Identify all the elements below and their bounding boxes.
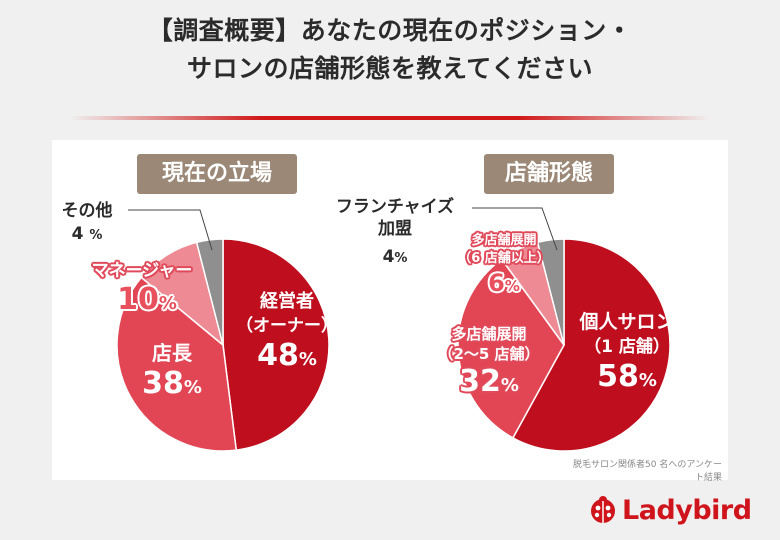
left-label-other-pct: 4 xyxy=(71,224,84,244)
left-label-owner-pct: 48 xyxy=(257,338,299,373)
brand-name: Ladybird xyxy=(622,494,752,526)
chart-card: 現在の立場 その他 4 % マネージャー 10% 店長 38% 経営者 （オーナ… xyxy=(52,140,728,483)
left-label-store-manager: 店長 38% xyxy=(117,340,227,406)
left-pie-leader-line xyxy=(128,209,213,251)
right-label-multi-6plus-pct-sign: % xyxy=(504,277,520,295)
right-label-individual-name-2: （1 店舗） xyxy=(584,337,670,357)
right-pie-slice-3 xyxy=(536,238,565,346)
right-label-individual-pct-sign: % xyxy=(638,370,657,391)
left-label-other: その他 4 % xyxy=(52,200,122,248)
left-label-owner-name-1: 経営者 xyxy=(260,291,314,312)
right-label-multi-6plus-name-2: （6 店舗以上） xyxy=(458,251,550,266)
right-label-individual: 個人サロン （1 店舗） 58% xyxy=(557,310,697,399)
left-label-owner-pct-sign: % xyxy=(298,349,317,370)
left-label-owner: 経営者 （オーナー） 48% xyxy=(222,290,352,378)
right-label-franchise-name-1: フランチャイズ xyxy=(335,197,455,217)
right-label-multi-2to5-name-2: （2〜5 店舗） xyxy=(438,345,540,363)
left-label-store-manager-pct-sign: % xyxy=(183,377,202,398)
left-pie-slice-3 xyxy=(195,238,224,346)
left-label-other-name: その他 xyxy=(61,201,113,221)
right-label-individual-name-1: 個人サロン xyxy=(579,311,675,333)
left-label-store-manager-name: 店長 xyxy=(152,341,192,365)
left-label-manager: マネージャー 10% xyxy=(72,260,212,322)
right-label-multi-2to5-name-1: 多店舗展開 xyxy=(451,325,527,343)
left-pie-slice-0 xyxy=(222,238,330,452)
title-line-2: サロンの店舗形態を教えてください xyxy=(186,54,593,83)
left-label-manager-pct-sign: % xyxy=(158,293,177,314)
right-pie-slice-1 xyxy=(457,258,565,439)
left-chart-title: 現在の立場 xyxy=(137,154,297,194)
right-label-franchise-name-2: 加盟 xyxy=(378,219,412,239)
right-label-multi-6plus-pct: 6 xyxy=(488,269,505,297)
source-note: 脱毛サロン関係者50 名へのアンケート結果 xyxy=(573,460,722,483)
title-underline xyxy=(70,116,710,120)
right-label-individual-pct: 58 xyxy=(597,359,639,394)
right-label-franchise: フランチャイズ 加盟 4% xyxy=(320,196,470,272)
left-label-manager-pct: 10 xyxy=(117,282,159,317)
left-label-other-pct-sign: % xyxy=(89,228,103,243)
right-label-franchise-pct-sign: % xyxy=(394,251,408,266)
right-pie-leader-line xyxy=(472,207,558,251)
right-label-multi-2to5-pct-sign: % xyxy=(500,375,519,396)
right-label-franchise-pct: 4 xyxy=(382,247,395,267)
brand-logo: Ladybird xyxy=(588,490,752,530)
left-pie-chart xyxy=(116,209,330,452)
left-label-manager-name: マネージャー xyxy=(91,261,193,281)
ladybug-icon xyxy=(591,496,615,523)
page-title: 【調査概要】あなたの現在のポジション・ サロンの店舗形態を教えてください xyxy=(0,12,780,88)
right-label-multi-6plus: 多店舗展開 （6 店舗以上） 6% xyxy=(444,232,564,301)
right-label-multi-2to5: 多店舗展開 （2〜5 店舗） 32% xyxy=(434,324,544,404)
title-line-1: 【調査概要】あなたの現在のポジション・ xyxy=(147,16,633,45)
right-pie-slice-0 xyxy=(511,238,671,452)
right-label-multi-2to5-pct: 32 xyxy=(459,364,501,399)
right-chart-title: 店舗形態 xyxy=(484,154,614,194)
left-pie-slice-1 xyxy=(116,276,238,452)
right-pie-chart xyxy=(457,207,671,452)
right-label-multi-6plus-name-1: 多店舗展開 xyxy=(471,233,537,248)
left-label-store-manager-pct: 38 xyxy=(142,366,184,401)
left-label-owner-name-2: （オーナー） xyxy=(236,316,338,336)
